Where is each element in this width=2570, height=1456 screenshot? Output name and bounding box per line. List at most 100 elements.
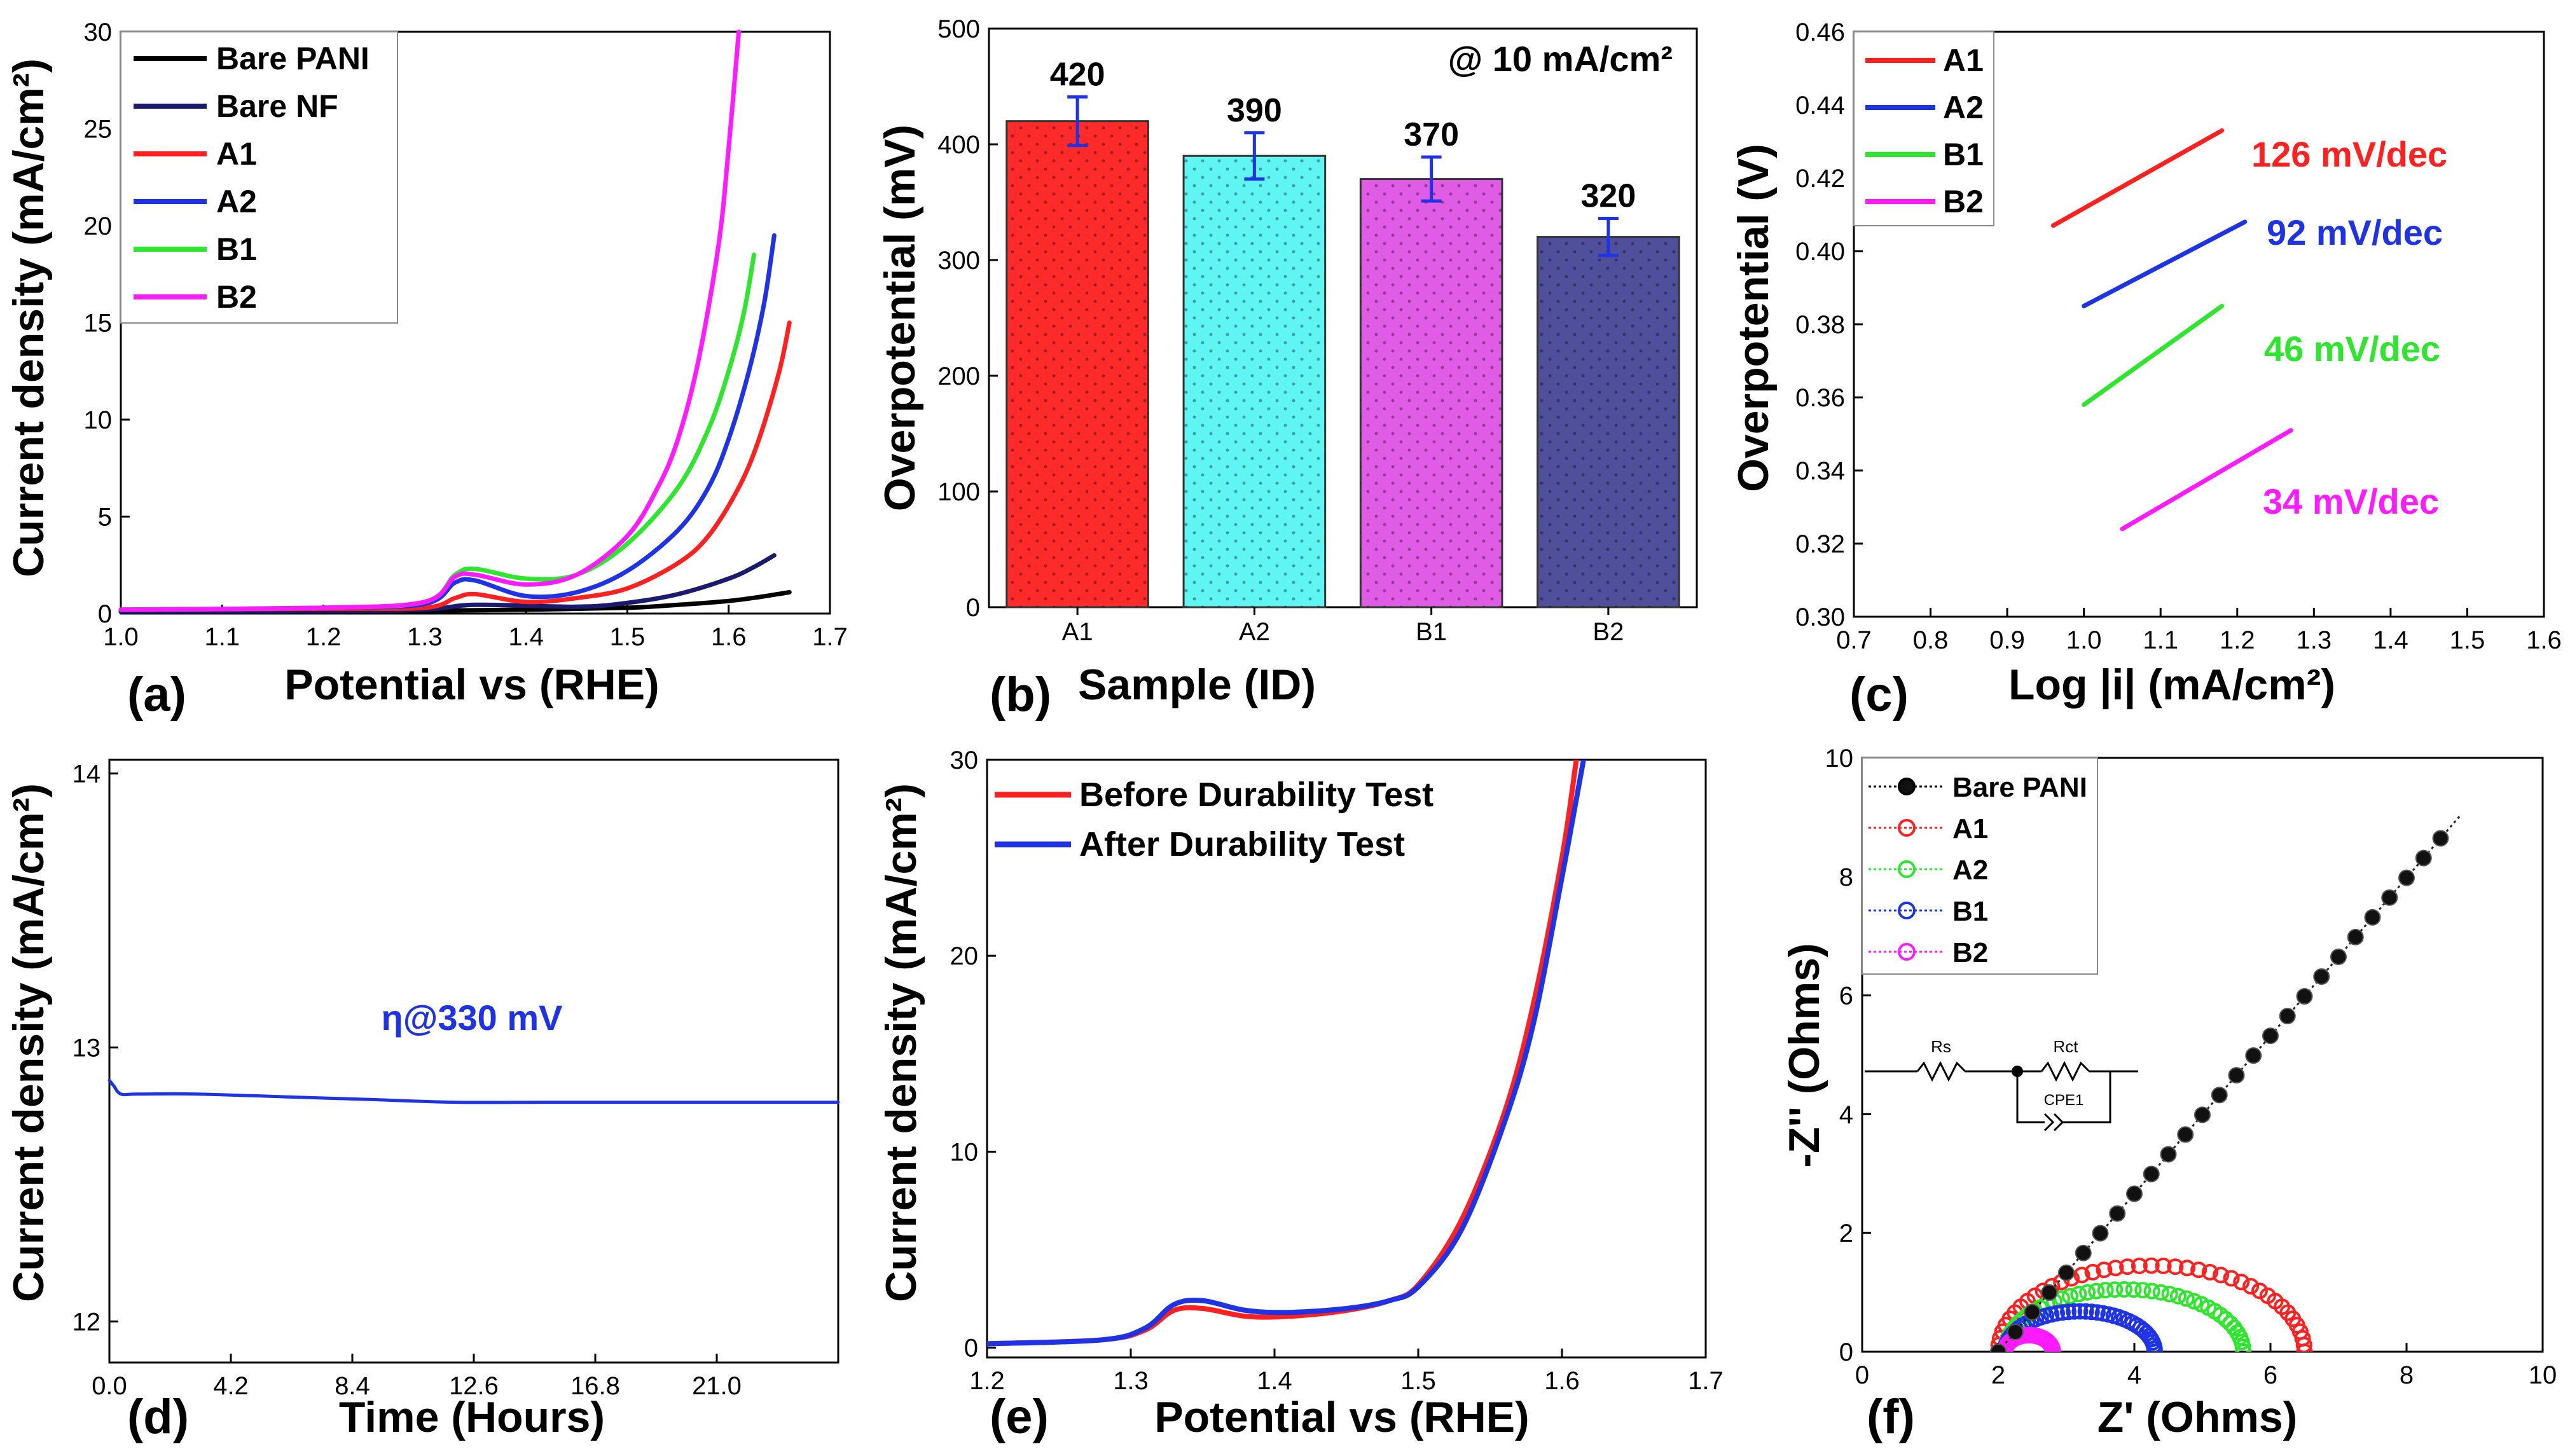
panel-f-marker-a1 bbox=[2295, 1336, 2312, 1352]
panel-d-label: (d) bbox=[127, 1390, 189, 1444]
panel-f-marker-bare-pani bbox=[2194, 1106, 2211, 1123]
panel-f-marker-bare-pani bbox=[2347, 928, 2364, 945]
panel-e-label: (e) bbox=[990, 1390, 1049, 1444]
panel-f-marker-b2 bbox=[2044, 1343, 2061, 1352]
panel-e-x-tick-label: 1.6 bbox=[1544, 1367, 1580, 1395]
panel-b-label: (b) bbox=[990, 668, 1051, 722]
panel-d-ylabel: Current density (mA/cm²) bbox=[4, 783, 53, 1302]
panel-f-x-tick-label: 2 bbox=[1991, 1361, 2005, 1389]
panel-f-marker-bare-pani bbox=[2245, 1047, 2262, 1064]
panel-d-y-tick-label: 12 bbox=[73, 1308, 101, 1336]
panel-b-bar-texture bbox=[1006, 121, 1149, 608]
panel-f-marker-a1 bbox=[2190, 1261, 2207, 1279]
panel-a-y-tick-label: 25 bbox=[84, 116, 113, 144]
panel-a-y-tick-label: 5 bbox=[98, 504, 112, 532]
panel-c-slope-label: 126 mV/dec bbox=[2251, 134, 2447, 174]
panel-a-y-tick-label: 0 bbox=[98, 600, 112, 628]
panel-f-marker-b1 bbox=[2071, 1303, 2089, 1320]
panel-f-marker-bare-pani bbox=[2058, 1264, 2075, 1281]
panel-a-x-tick-label: 1.6 bbox=[711, 623, 747, 651]
panel-f-marker-a2 bbox=[2061, 1288, 2078, 1305]
panel-b-x-tick-label: B2 bbox=[1592, 618, 1624, 646]
panel-f-nyquist-chart: Z' (Ohms) -Z'' (Ohms) (f) 0 2 4 6 8 10 0 2 4 6 8 10… bbox=[1780, 745, 2557, 1444]
panel-a-x-tick-label: 1.2 bbox=[306, 623, 342, 651]
panel-a-x-tick-label: 1.3 bbox=[407, 623, 443, 651]
panel-f-marker-bare-pani bbox=[2143, 1165, 2160, 1183]
panel-f-marker-a1 bbox=[2096, 1261, 2113, 1279]
panel-d-y-tick-label: 14 bbox=[73, 760, 101, 788]
panel-f-series-bare-pani-line bbox=[1997, 814, 2462, 1352]
panel-a-y-tick-label: 15 bbox=[84, 310, 113, 338]
panel-c-x-tick-label: 1.2 bbox=[2220, 626, 2255, 654]
panel-d-x-tick-label: 0.0 bbox=[92, 1372, 127, 1400]
panel-b-y-tick-label: 100 bbox=[937, 478, 980, 506]
panel-c-y-tick-label: 0.42 bbox=[1795, 165, 1845, 193]
panel-a-x-tick-label: 1.5 bbox=[610, 623, 646, 651]
panel-f-marker-bare-pani bbox=[1990, 1343, 2007, 1352]
panel-f-marker-b1 bbox=[2059, 1303, 2076, 1321]
panel-f-marker-bare-pani bbox=[2296, 988, 2313, 1005]
panel-f-circuit-label-rs: Rs bbox=[1931, 1037, 1951, 1056]
panel-a-ylabel: Current density (mA/cm²) bbox=[4, 58, 53, 577]
panel-b-plot-frame bbox=[988, 27, 1698, 608]
panel-a-legend-label: B2 bbox=[216, 279, 257, 315]
panel-a-legend-label: Bare PANI bbox=[216, 41, 370, 76]
panel-b-x-tick-label: A2 bbox=[1239, 618, 1270, 646]
panel-b-y-tick-label: 200 bbox=[937, 362, 980, 390]
panel-f-marker-b1 bbox=[2146, 1343, 2164, 1352]
panel-f-marker-a1 bbox=[2167, 1258, 2184, 1275]
panel-f-marker-bare-pani bbox=[2415, 849, 2432, 867]
panel-f-legend-box bbox=[1862, 757, 2098, 975]
panel-f-marker-a2 bbox=[2088, 1282, 2105, 1300]
panel-c-legend-label: A2 bbox=[1943, 90, 1984, 125]
panel-a-x-tick-label: 1.0 bbox=[103, 623, 139, 651]
panel-d-x-tick-label: 21.0 bbox=[692, 1372, 742, 1400]
panel-f-marker-bare-pani bbox=[2432, 830, 2449, 847]
panel-f-y-tick-label: 2 bbox=[1839, 1219, 1853, 1247]
panel-a-legend-label: B1 bbox=[216, 231, 257, 267]
panel-f-y-tick-label: 0 bbox=[1839, 1338, 1853, 1366]
panel-c-tafel-chart: Log |i| (mA/cm²) Overpotential (V) (c) 0… bbox=[1729, 18, 2562, 722]
panel-a-legend-label: A2 bbox=[216, 184, 257, 219]
panel-a-x-tick-label: 1.4 bbox=[508, 623, 544, 651]
panel-c-legend-label: B1 bbox=[1943, 137, 1984, 172]
panel-f-marker-a1 bbox=[2131, 1257, 2148, 1274]
panel-e-y-tick-label: 0 bbox=[964, 1335, 978, 1363]
panel-e-series-group bbox=[987, 760, 1586, 1347]
panel-f-x-tick-label: 8 bbox=[2400, 1361, 2414, 1389]
panel-c-y-tick-label: 0.30 bbox=[1795, 603, 1845, 631]
panel-f-y-tick-label: 10 bbox=[1825, 745, 1854, 773]
panel-f-marker-b1 bbox=[2054, 1304, 2071, 1321]
panel-f-marker-a1 bbox=[2251, 1282, 2268, 1300]
panel-c-slope-label: 46 mV/dec bbox=[2264, 329, 2440, 369]
panel-b-value-label: 320 bbox=[1580, 177, 1636, 214]
panel-f-xlabel: Z' (Ohms) bbox=[2097, 1393, 2298, 1441]
panel-e-ylabel: Current density (mA/cm²) bbox=[877, 783, 925, 1302]
panel-c-xlabel: Log |i| (mA/cm²) bbox=[2008, 661, 2335, 710]
panel-f-marker-a1 bbox=[2296, 1343, 2313, 1352]
panel-e-xlabel: Potential vs (RHE) bbox=[1154, 1393, 1529, 1441]
panel-f-marker-bare-pani bbox=[2092, 1225, 2109, 1242]
panel-b-bar-texture bbox=[1537, 237, 1680, 608]
panel-f-marker-a2 bbox=[2106, 1281, 2124, 1298]
panel-b-value-label: 370 bbox=[1404, 116, 1459, 153]
panel-f-resistor-rs bbox=[1916, 1061, 1966, 1082]
panel-e-y-tick-label: 30 bbox=[950, 746, 979, 774]
panel-b-x-tick-label: B1 bbox=[1416, 618, 1447, 646]
panel-a-line-chart: Potential vs (RHE) Current density (mA/c… bbox=[4, 18, 848, 722]
panel-f-marker-a1 bbox=[2143, 1257, 2160, 1274]
panel-d-x-tick-label: 4.2 bbox=[213, 1372, 249, 1400]
panel-f-x-tick-label: 4 bbox=[2127, 1361, 2141, 1389]
panel-f-y-tick-label: 8 bbox=[1839, 863, 1853, 891]
panel-f-legend-label: A2 bbox=[1952, 855, 1988, 886]
panel-c-y-tick-label: 0.34 bbox=[1795, 457, 1845, 485]
panel-f-ylabel: -Z'' (Ohms) bbox=[1780, 943, 1828, 1167]
panel-f-marker-a2 bbox=[2143, 1282, 2160, 1300]
panel-c-x-tick-label: 1.6 bbox=[2526, 626, 2562, 654]
panel-c-x-tick-label: 1.5 bbox=[2450, 626, 2485, 654]
panel-c-x-tick-label: 0.7 bbox=[1836, 626, 1872, 654]
panel-b-bar-texture bbox=[1360, 179, 1502, 608]
panel-e-x-tick-label: 1.2 bbox=[969, 1367, 1005, 1395]
panel-f-marker-bare-pani bbox=[2228, 1067, 2245, 1084]
